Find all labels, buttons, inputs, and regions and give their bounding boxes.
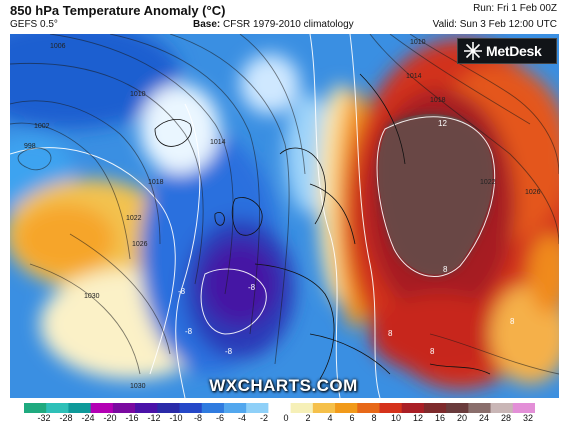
color-scale-cell [246, 403, 269, 413]
color-scale-cell [446, 403, 469, 413]
isobar-labels: 998 1002 1006 1010 1014 1018 1022 1026 1… [24, 39, 541, 390]
isobar-label: 1010 [130, 91, 146, 98]
isobar-label: 1018 [430, 97, 446, 104]
color-scale-tick: -20 [103, 413, 117, 423]
color-scale-bar [24, 403, 535, 413]
color-scale-cell [135, 403, 158, 413]
color-scale-cell [157, 403, 181, 413]
color-scale-tick: 2 [305, 413, 311, 423]
color-scale-cell [379, 403, 403, 413]
color-scale-tick: -8 [193, 413, 203, 423]
color-scale-cell [490, 403, 514, 413]
color-scale-tick: -10 [169, 413, 183, 423]
color-scale-tick: 8 [371, 413, 377, 423]
isobar-label: 1002 [34, 123, 50, 130]
color-scale-cell [68, 403, 92, 413]
color-scale-tick: -32 [37, 413, 51, 423]
temperature-contours [10, 34, 496, 398]
color-scale-cell [335, 403, 358, 413]
anomaly-label: -8 [225, 347, 233, 356]
isobar-label: 1010 [410, 39, 426, 46]
anomaly-map: 998 1002 1006 1010 1014 1018 1022 1026 1… [10, 34, 559, 398]
base-value: CFSR 1979-2010 climatology [223, 19, 354, 30]
isobar-label: 1030 [130, 383, 146, 390]
isobar-label: 1014 [210, 139, 226, 146]
color-scale-cell [423, 403, 447, 413]
color-scale-cell [290, 403, 314, 413]
isobar-label: 1022 [126, 215, 142, 222]
color-scale-cell [223, 403, 247, 413]
valid-time: Valid: Sun 3 Feb 12:00 UTC [432, 19, 557, 30]
chart-title: 850 hPa Temperature Anomaly (°C) [10, 3, 226, 18]
anomaly-label: 12 [438, 119, 447, 128]
run-time: Run: Fri 1 Feb 00Z [473, 3, 557, 14]
color-scale-tick: -6 [215, 413, 225, 423]
anomaly-labels: 12 8 8 -8 -8 -8 -8 8 8 [178, 119, 515, 356]
color-scale-cell [512, 403, 535, 413]
isobar-label: 1026 [525, 189, 541, 196]
coastlines [154, 73, 491, 380]
isobar-label: 1018 [148, 179, 164, 186]
color-scale-cell [468, 403, 492, 413]
map-canvas: 998 1002 1006 1010 1014 1018 1022 1026 1… [10, 34, 559, 398]
color-scale-tick: 12 [412, 413, 424, 423]
warm-core-region [378, 114, 493, 275]
color-scale-tick: 28 [500, 413, 512, 423]
color-scale-ticks: -32 -28 -24 -20 -16 -12 -10 -8 -6 -4 -2 0 2 4 6 8 10 12 16… [0, 413, 567, 429]
logo-text: MetDesk [486, 43, 542, 59]
color-scale-tick: 16 [434, 413, 446, 423]
base-climatology: Base: CFSR 1979-2010 climatology [193, 19, 354, 30]
color-scale-cell [112, 403, 136, 413]
color-scale-cell [46, 403, 70, 413]
isobar-label: 1026 [132, 241, 148, 248]
metdesk-star-icon [464, 42, 482, 60]
color-scale-tick: -4 [237, 413, 247, 423]
color-scale-cell [357, 403, 381, 413]
color-scale-tick: -24 [81, 413, 95, 423]
anomaly-label: 8 [443, 265, 448, 274]
anomaly-label: 8 [430, 347, 435, 356]
anomaly-label: -8 [185, 327, 193, 336]
color-scale-tick: 10 [390, 413, 402, 423]
color-scale-tick: 32 [522, 413, 534, 423]
color-scale-tick: 0 [283, 413, 289, 423]
isobar-label: 1014 [406, 73, 422, 80]
color-scale-tick: -12 [147, 413, 161, 423]
anomaly-label: 8 [510, 317, 515, 326]
metdesk-logo: MetDesk [457, 38, 557, 64]
isobar-label: 1006 [50, 43, 66, 50]
color-scale-tick: 4 [327, 413, 333, 423]
base-label: Base: [193, 19, 221, 30]
color-scale-tick: 6 [349, 413, 355, 423]
color-scale-tick: -16 [125, 413, 139, 423]
color-scale-tick: 24 [478, 413, 490, 423]
color-scale-cell [179, 403, 203, 413]
header: 850 hPa Temperature Anomaly (°C) GEFS 0.… [0, 0, 567, 36]
color-scale-cell [90, 403, 114, 413]
isobar-label: 1022 [480, 179, 496, 186]
isobars [10, 34, 559, 375]
color-scale-cell [24, 403, 47, 413]
color-scale-cell [201, 403, 225, 413]
isobar-label: 1030 [84, 293, 100, 300]
model-label: GEFS 0.5° [10, 19, 58, 30]
isobar-label: 998 [24, 143, 36, 150]
anomaly-label: 8 [388, 329, 393, 338]
color-scale-tick: -2 [259, 413, 269, 423]
color-scale-tick: -28 [59, 413, 73, 423]
color-scale-cell [312, 403, 336, 413]
anomaly-label: -8 [178, 287, 186, 296]
color-scale-tick: 20 [456, 413, 468, 423]
color-scale-cell [268, 403, 292, 413]
watermark: WXCHARTS.COM [209, 376, 358, 395]
anomaly-label: -8 [248, 283, 256, 292]
color-scale-cell [401, 403, 425, 413]
